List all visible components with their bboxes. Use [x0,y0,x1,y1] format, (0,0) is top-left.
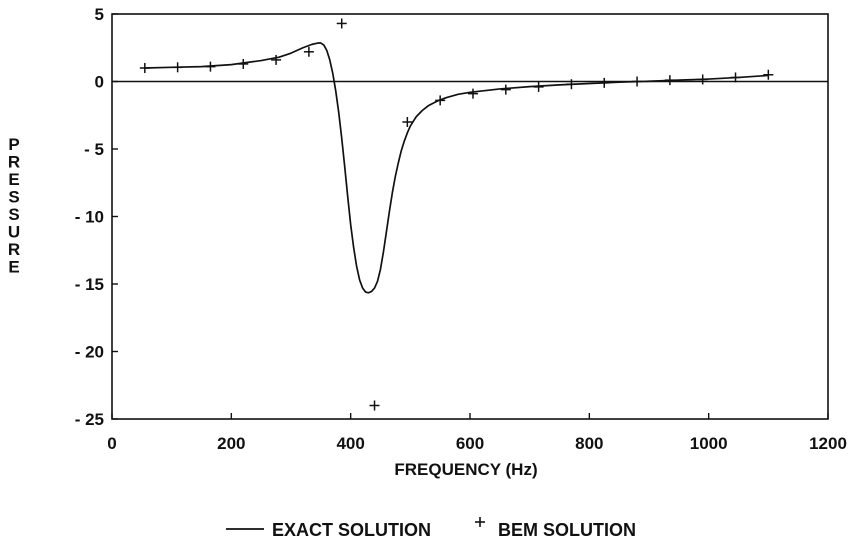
y-axis-title-letter: U [8,223,20,242]
y-tick-label: - 10 [75,208,104,227]
y-axis-title-letter: E [8,170,19,189]
y-axis-title-letter: S [8,205,19,224]
x-tick-label: 800 [575,434,603,453]
bem-point [303,46,314,57]
bem-point [172,62,183,73]
series-line-exact [144,42,769,294]
x-tick-label: 1200 [809,434,847,453]
legend-label-exact: EXACT SOLUTION [272,520,431,540]
bem-point [533,81,544,92]
y-axis-title-letter: R [8,240,20,259]
bem-point [730,72,741,83]
legend: EXACT SOLUTION BEM SOLUTION [226,517,636,540]
y-axis: 5 0 - 5 - 10 - 15 - 20 - 25 [75,5,118,429]
x-tick-label: 200 [217,434,245,453]
bem-point [435,95,446,106]
y-tick-label: - 15 [75,275,104,294]
legend-plus-marker [475,517,485,527]
bem-point [139,63,150,73]
y-axis-title-letter: S [8,188,19,207]
y-tick-label: - 5 [84,140,104,159]
y-tick-label: 0 [95,73,104,92]
bem-point [205,61,216,72]
bem-point [467,88,478,99]
bem-point [369,400,380,411]
bem-point [697,74,708,85]
bem-point [402,117,413,127]
x-axis-title: FREQUENCY (Hz) [394,460,537,479]
bem-point [271,54,282,65]
bem-point [599,77,610,88]
y-tick-label: 5 [95,5,104,24]
bem-point [566,79,577,90]
bem-point [632,76,643,87]
x-tick-label: 600 [456,434,484,453]
bem-point [500,84,511,95]
x-tick-label: 400 [336,434,364,453]
y-tick-label: - 25 [75,410,104,429]
bem-point [238,58,249,69]
y-axis-title-letter: R [8,153,20,172]
bem-point [664,75,675,86]
y-axis-title-letter: P [8,135,19,154]
x-tick-label: 1000 [690,434,728,453]
y-tick-label: - 20 [75,343,104,362]
legend-label-bem: BEM SOLUTION [498,520,636,540]
x-axis: 0 200 400 600 800 1000 1200 [107,413,847,453]
bem-point [336,18,347,29]
x-tick-label: 0 [107,434,116,453]
bem-point [763,69,774,80]
series-layer [139,18,774,411]
y-axis-title-letter: E [8,258,19,277]
